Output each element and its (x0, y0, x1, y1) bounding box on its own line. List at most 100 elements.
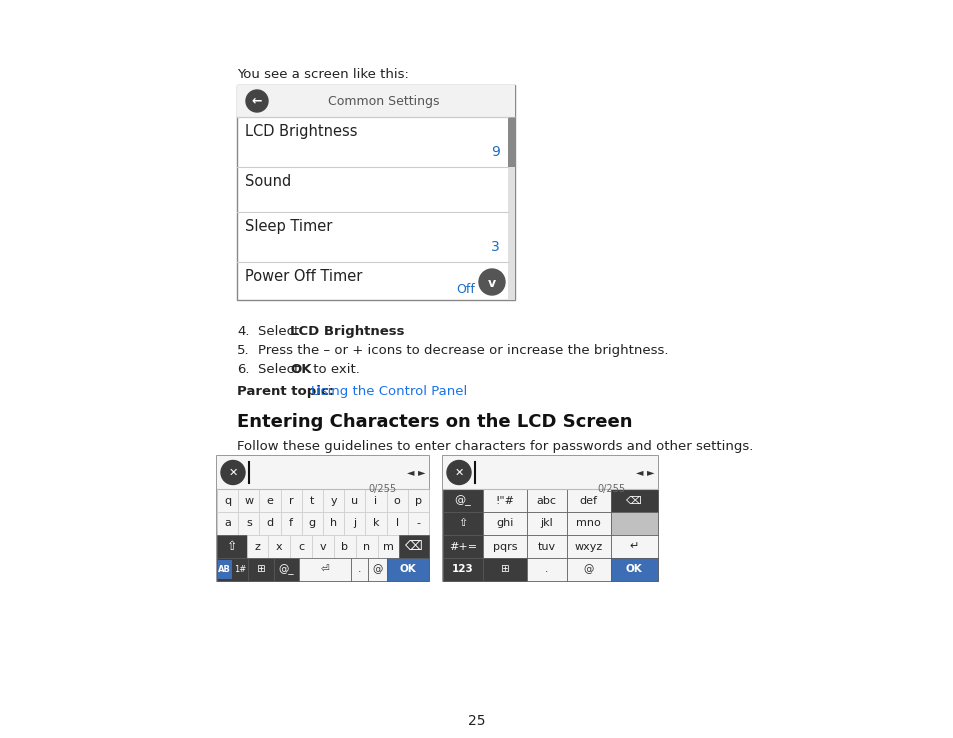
Text: g: g (309, 519, 315, 528)
Bar (507, 117, 515, 300)
Text: e: e (266, 495, 274, 506)
Text: m: m (382, 542, 394, 551)
Text: x: x (275, 542, 282, 551)
Text: Parent topic:: Parent topic: (236, 385, 334, 398)
Bar (482, 558, 526, 581)
Text: d: d (266, 519, 274, 528)
Text: j: j (353, 519, 356, 528)
Text: w: w (244, 495, 253, 506)
Text: Off: Off (456, 283, 475, 296)
Text: y: y (330, 495, 336, 506)
Text: p: p (415, 495, 421, 506)
Bar (442, 456, 658, 581)
Bar (344, 512, 365, 535)
Text: ⇧: ⇧ (457, 519, 467, 528)
Bar (351, 558, 367, 581)
Bar (442, 512, 482, 535)
Bar (566, 512, 610, 535)
Bar (334, 535, 355, 558)
Bar (216, 456, 429, 581)
Bar (216, 489, 238, 512)
Bar (442, 558, 482, 581)
Bar (407, 489, 429, 512)
Text: ↵: ↵ (629, 542, 639, 551)
Text: LCD Brightness: LCD Brightness (245, 124, 357, 139)
Bar (442, 535, 482, 558)
Bar (367, 558, 386, 581)
Bar (323, 489, 344, 512)
Text: t: t (310, 495, 314, 506)
Text: OK: OK (399, 565, 416, 574)
Text: i: i (374, 495, 377, 506)
Bar (344, 489, 365, 512)
Text: AB: AB (218, 565, 231, 574)
Bar (218, 560, 232, 579)
Text: mno: mno (576, 519, 600, 528)
Bar (386, 489, 407, 512)
Bar (238, 489, 259, 512)
Text: 3: 3 (491, 240, 499, 254)
Text: 123: 123 (452, 565, 474, 574)
Text: ⊞: ⊞ (256, 565, 265, 574)
Bar (268, 535, 290, 558)
Circle shape (447, 461, 471, 485)
Bar (482, 489, 526, 512)
Bar (386, 558, 429, 581)
Text: to exit.: to exit. (309, 363, 359, 376)
Bar (566, 558, 610, 581)
Circle shape (246, 90, 268, 112)
Text: r: r (289, 495, 294, 506)
Text: ►: ► (646, 467, 654, 477)
Text: 25: 25 (468, 714, 485, 728)
Bar (274, 558, 299, 581)
Bar (236, 85, 515, 300)
Bar (442, 456, 658, 489)
Bar (238, 512, 259, 535)
Text: ✕: ✕ (454, 467, 463, 477)
Text: 0/255: 0/255 (369, 484, 396, 494)
Bar (610, 535, 658, 558)
Bar (280, 489, 301, 512)
Text: -: - (416, 519, 420, 528)
Text: q: q (224, 495, 231, 506)
Bar (526, 558, 566, 581)
Text: Select: Select (257, 325, 303, 338)
Text: c: c (298, 542, 304, 551)
Bar (301, 489, 323, 512)
Bar (482, 512, 526, 535)
Text: pqrs: pqrs (492, 542, 517, 551)
Bar (566, 489, 610, 512)
Text: h: h (330, 519, 336, 528)
Text: OK: OK (290, 363, 312, 376)
Text: ⊞: ⊞ (500, 565, 509, 574)
Text: v: v (319, 542, 326, 551)
Text: Follow these guidelines to enter characters for passwords and other settings.: Follow these guidelines to enter charact… (236, 440, 753, 453)
Text: ⌫: ⌫ (405, 540, 422, 553)
Bar (507, 117, 515, 167)
Bar (610, 558, 658, 581)
Text: ✕: ✕ (228, 467, 237, 477)
Text: Sound: Sound (245, 174, 291, 189)
Text: You see a screen like this:: You see a screen like this: (236, 68, 409, 81)
Bar (216, 558, 248, 581)
Bar (610, 512, 658, 535)
Bar (290, 535, 312, 558)
Circle shape (221, 461, 245, 485)
Text: f: f (289, 519, 293, 528)
Bar (259, 489, 280, 512)
Bar (280, 512, 301, 535)
Bar (355, 535, 377, 558)
Text: .: . (370, 325, 374, 338)
Text: @_: @_ (454, 495, 471, 506)
Text: a: a (224, 519, 231, 528)
Bar (301, 512, 323, 535)
Text: o: o (394, 495, 400, 506)
Text: 6.: 6. (236, 363, 250, 376)
Bar (526, 535, 566, 558)
Text: .: . (544, 565, 548, 574)
Bar (566, 535, 610, 558)
Text: Sleep Timer: Sleep Timer (245, 219, 332, 234)
Text: .: . (357, 565, 361, 574)
Text: Power Off Timer: Power Off Timer (245, 269, 362, 284)
Text: l: l (395, 519, 398, 528)
